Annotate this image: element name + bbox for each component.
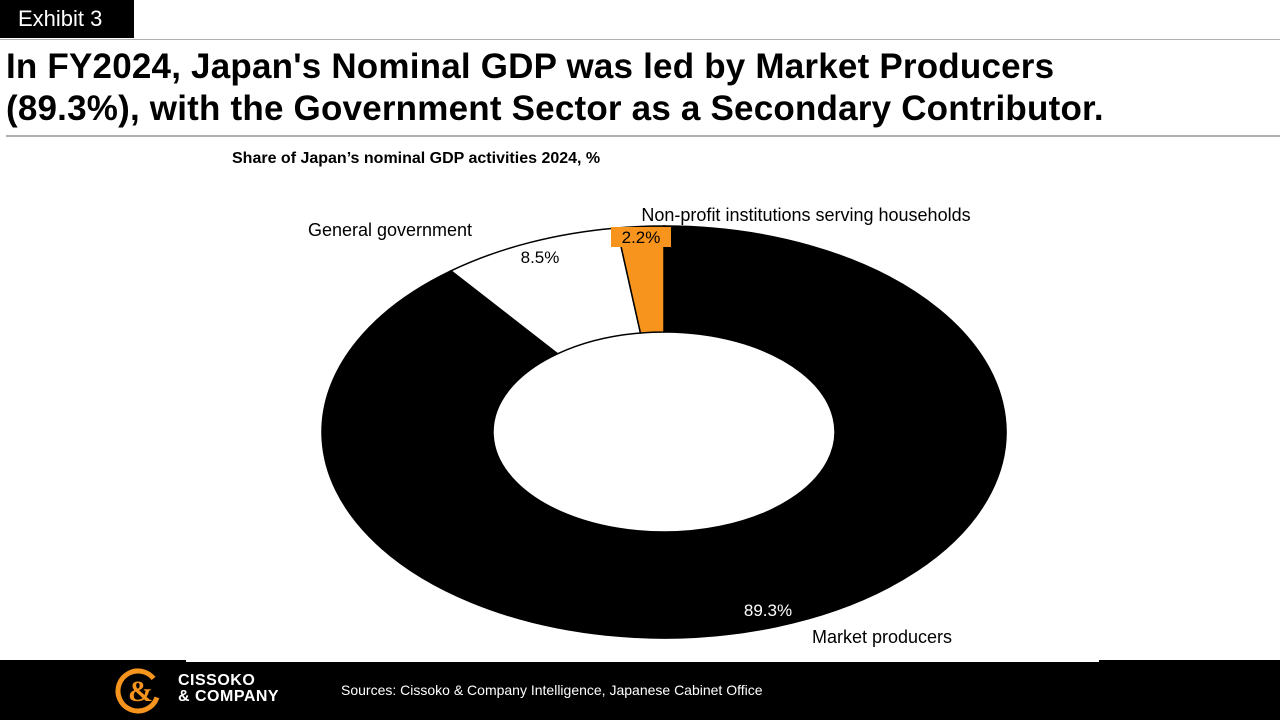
donut-chart-container: Share of Japan’s nominal GDP activities … [0, 140, 1280, 660]
slice-value-label: 89.3% [744, 601, 792, 620]
donut-slice-market-producers [321, 225, 1007, 639]
footer-strip [186, 660, 1099, 662]
chart-title: Share of Japan’s nominal GDP activities … [232, 150, 600, 167]
top-divider [0, 39, 1280, 40]
slice-category-label: Non-profit institutions serving househol… [641, 205, 970, 225]
slice-value-label: 2.2% [622, 228, 661, 247]
donut-chart: Share of Japan’s nominal GDP activities … [232, 150, 1007, 647]
title-divider [6, 135, 1280, 137]
value-label-background [611, 227, 671, 247]
title-line-2: (89.3%), with the Government Sector as a… [6, 89, 1104, 128]
page-title: In FY2024, Japan's Nominal GDP was led b… [6, 46, 1280, 130]
title-line-1: In FY2024, Japan's Nominal GDP was led b… [6, 47, 1055, 86]
company-logo-text: CISSOKO & COMPANY [178, 673, 279, 705]
sources-note: Sources: Cissoko & Company Intelligence,… [341, 682, 763, 698]
donut-slice-non-profit-institutions-serving-households [615, 225, 665, 334]
brand-line-2: & COMPANY [178, 688, 280, 705]
slice-category-label: Market producers [812, 627, 952, 647]
slice-value-label: 8.5% [521, 248, 560, 267]
company-logo-icon: & [115, 668, 161, 714]
brand-line-1: CISSOKO [178, 672, 256, 689]
footer-bar [0, 660, 1280, 720]
svg-text:&: & [128, 675, 153, 708]
exhibit-label: Exhibit 3 [0, 0, 134, 38]
slice-category-label: General government [308, 220, 472, 240]
